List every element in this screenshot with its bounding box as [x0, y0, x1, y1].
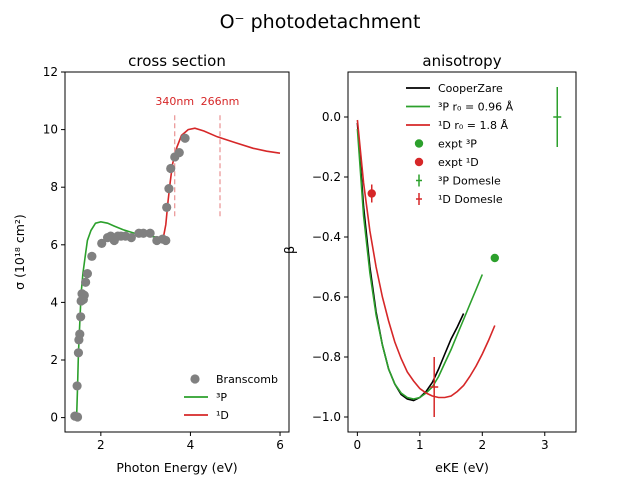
anisotropy-legend: CooperZare ³P r₀ = 0.96 Å ¹D r₀ = 1.8 Å exp… — [406, 82, 514, 206]
cross-section-ytick-label: 8 — [50, 180, 58, 194]
anisotropy-ytick-label: −0.4 — [312, 230, 341, 244]
legend-swatch-branscomb — [190, 374, 200, 384]
legend-label-p-domesle: ³P Domesle — [438, 175, 501, 188]
anisotropy-xtick-label: 3 — [541, 438, 549, 452]
cross-section-legend: Branscomb ³P ¹D — [184, 373, 278, 422]
data-point-branscomb — [138, 228, 148, 238]
anisotropy-panel: anisotropy eKE (eV) β 0 1 2 3 0.0 −0.2 −0.4 −0.… — [283, 52, 577, 475]
cross-section-xtick-label: 4 — [187, 438, 195, 452]
legend-label-expt-p: expt ³P — [438, 138, 477, 151]
data-point-branscomb — [75, 329, 85, 339]
legend-swatch-expt-d — [414, 157, 424, 167]
cross-section-xtick-label: 6 — [276, 438, 284, 452]
anisotropy-ylabel: β — [283, 246, 298, 254]
wavelength-label-266nm: 266nm — [201, 95, 240, 108]
legend-label-cooperzare: CooperZare — [438, 82, 503, 95]
legend-label-p-r-0-96: ³P r₀ = 0.96 Å — [438, 101, 514, 114]
legend-label-branscomb: Branscomb — [216, 373, 278, 386]
data-point-branscomb — [72, 381, 82, 391]
anisotropy-xtick-label: 2 — [478, 438, 486, 452]
anisotropy-xtick-label: 0 — [354, 438, 362, 452]
cross-section-ytick-label: 4 — [50, 295, 58, 309]
legend-label-expt-d: expt ¹D — [438, 156, 479, 169]
series-line-p-r-0-96 — [356, 128, 484, 400]
data-point-expt-p — [490, 253, 499, 263]
anisotropy-ticks: 0 1 2 3 0.0 −0.2 −0.4 −0.6 −0.8 −1.0 — [312, 110, 549, 452]
legend-label-d-r-1-8: ¹D r₀ = 1.8 Å — [438, 119, 509, 132]
data-point-branscomb — [81, 277, 91, 287]
series-line-d — [158, 127, 281, 240]
data-point-branscomb — [72, 412, 83, 422]
cross-section-title: cross section — [128, 52, 226, 70]
legend-label-p: ³P — [216, 391, 227, 404]
anisotropy-title: anisotropy — [422, 52, 501, 70]
cross-section-ytick-label: 12 — [43, 65, 58, 79]
anisotropy-ytick-label: −0.8 — [312, 350, 341, 364]
cross-section-panel: cross section Photon Energy (eV) σ (10¹⁸… — [12, 52, 290, 475]
anisotropy-points — [367, 87, 562, 417]
data-point-branscomb — [180, 133, 190, 143]
cross-section-ytick-label: 10 — [43, 123, 58, 137]
data-point-branscomb — [162, 202, 172, 212]
cross-section-frame — [64, 71, 290, 433]
branscomb-points — [70, 133, 190, 422]
wavelength-label-340nm: 340nm — [155, 95, 194, 108]
cross-section-ylabel: σ (10¹⁸ cm²) — [12, 214, 27, 290]
data-point-branscomb — [76, 312, 86, 322]
series-line-d-r-1-8 — [356, 119, 496, 399]
data-point-branscomb — [87, 251, 97, 261]
anisotropy-frame — [347, 71, 577, 433]
cross-section-ticks: 2 4 6 0 2 4 6 8 10 12 — [43, 65, 284, 452]
data-point-branscomb — [161, 235, 171, 246]
data-point-branscomb — [126, 233, 136, 243]
cross-section-ytick-label: 2 — [50, 353, 58, 367]
anisotropy-xtick-label: 1 — [416, 438, 424, 452]
data-point-branscomb — [79, 290, 89, 300]
legend-label-d-domesle: ¹D Domesle — [438, 193, 503, 206]
data-point-branscomb — [166, 163, 176, 174]
anisotropy-ytick-label: −1.0 — [312, 410, 341, 424]
figure-title: O⁻ photodetachment — [220, 11, 421, 33]
cross-section-ytick-label: 6 — [50, 238, 58, 252]
anisotropy-ytick-label: −0.6 — [312, 290, 341, 304]
data-point-branscomb — [174, 148, 184, 158]
anisotropy-ytick-label: −0.2 — [312, 170, 341, 184]
data-point-branscomb — [145, 228, 155, 238]
anisotropy-xlabel: eKE (eV) — [435, 460, 489, 475]
anisotropy-ytick-label: 0.0 — [322, 110, 341, 124]
legend-label-d: ¹D — [216, 409, 229, 422]
data-point-branscomb — [97, 238, 107, 248]
data-point-branscomb — [82, 269, 92, 279]
legend-swatch-expt-p — [414, 139, 424, 148]
cross-section-ytick-label: 0 — [50, 411, 58, 425]
data-point-expt-d — [367, 189, 376, 198]
data-point-branscomb — [164, 184, 174, 194]
cross-section-xtick-label: 2 — [97, 438, 105, 452]
anisotropy-lines — [356, 119, 496, 402]
data-point-branscomb — [73, 348, 84, 358]
cross-section-xlabel: Photon Energy (eV) — [116, 460, 237, 475]
